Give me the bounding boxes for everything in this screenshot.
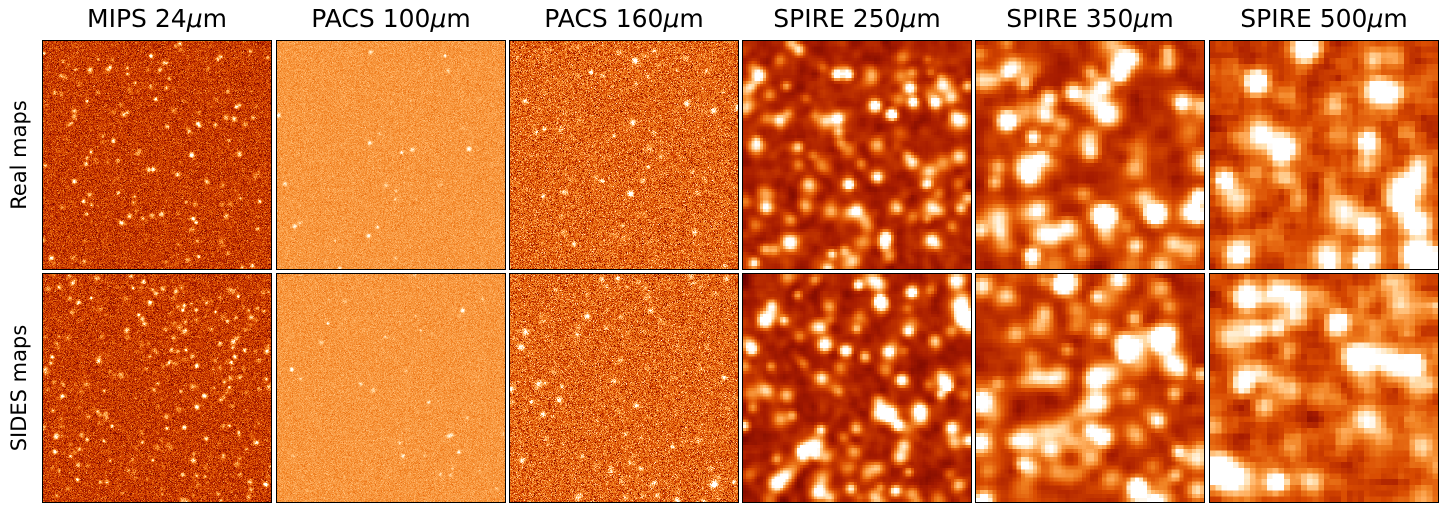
map-image-real-pacs-100: [277, 41, 505, 269]
column-title-spire-250: SPIRE 250μm: [773, 4, 941, 33]
map-panel-sides-pacs-100: [276, 273, 506, 503]
row-label-sides-maps: SIDES maps: [7, 324, 31, 452]
row-label-real-maps: Real maps: [7, 100, 31, 210]
map-panel-sides-spire-500: [1209, 273, 1439, 503]
column-title-pacs-100: PACS 100μm: [311, 4, 471, 33]
column-title-spire-350: SPIRE 350μm: [1006, 4, 1174, 33]
column-title-mips-24: MIPS 24μm: [87, 4, 227, 33]
map-image-sides-mips-24: [43, 274, 271, 502]
map-image-sides-pacs-160: [510, 274, 738, 502]
map-panel-real-spire-500: [1209, 40, 1439, 270]
map-image-sides-spire-250: [743, 274, 971, 502]
map-panel-sides-spire-350: [975, 273, 1205, 503]
map-panel-real-spire-350: [975, 40, 1205, 270]
map-image-real-spire-350: [976, 41, 1204, 269]
map-image-real-mips-24: [43, 41, 271, 269]
column-title-pacs-160: PACS 160μm: [544, 4, 704, 33]
map-image-sides-spire-350: [976, 274, 1204, 502]
map-image-sides-spire-500: [1210, 274, 1438, 502]
map-image-real-spire-500: [1210, 41, 1438, 269]
map-image-real-pacs-160: [510, 41, 738, 269]
map-panel-real-pacs-100: [276, 40, 506, 270]
map-panel-real-pacs-160: [509, 40, 739, 270]
map-panel-real-spire-250: [742, 40, 972, 270]
map-panel-sides-spire-250: [742, 273, 972, 503]
column-title-spire-500: SPIRE 500μm: [1240, 4, 1408, 33]
map-panel-real-mips-24: [42, 40, 272, 270]
map-panel-sides-pacs-160: [509, 273, 739, 503]
map-image-real-spire-250: [743, 41, 971, 269]
map-panel-sides-mips-24: [42, 273, 272, 503]
map-image-sides-pacs-100: [277, 274, 505, 502]
